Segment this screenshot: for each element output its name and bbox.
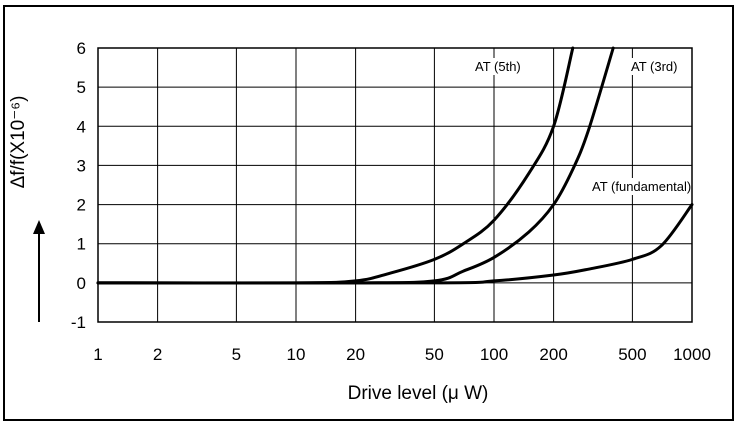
- series-group: [96, 46, 694, 285]
- x-tick-label: 20: [346, 345, 365, 364]
- y-tick-label: -1: [71, 313, 86, 332]
- y-axis-ticks: 6 5 4 3 2 1 0 -1: [71, 39, 86, 332]
- x-tick-label: 1: [93, 345, 102, 364]
- series-labels: AT (5th) AT (3rd) AT (fundamental): [472, 58, 731, 195]
- series-line: [96, 203, 694, 285]
- y-tick-label: 4: [77, 117, 86, 136]
- series-label: AT (5th): [475, 59, 521, 74]
- y-axis-title: Δf/f(X10⁻⁶): [8, 96, 29, 189]
- series-label-background: [589, 178, 731, 195]
- y-tick-label: 3: [77, 156, 86, 175]
- x-axis-ticks: 1 2 5 10 20 50 100 200 500 1000: [93, 345, 711, 364]
- y-tick-label: 0: [77, 274, 86, 293]
- y-tick-label: 6: [77, 39, 86, 58]
- x-axis-title: Drive level (μ W): [348, 383, 489, 404]
- outer-frame: [3, 5, 734, 421]
- x-tick-label: 100: [480, 345, 508, 364]
- y-axis-arrow: [33, 220, 45, 322]
- plot-frame: [97, 47, 693, 323]
- series-label: AT (fundamental): [592, 179, 691, 194]
- x-tick-label: 2: [153, 345, 162, 364]
- x-tick-label: 1000: [673, 345, 711, 364]
- series-label: AT (3rd): [631, 59, 677, 74]
- x-tick-label: 200: [539, 345, 567, 364]
- series-label-background: [628, 58, 698, 75]
- series-label-background: [472, 58, 550, 75]
- y-tick-label: 2: [77, 196, 86, 215]
- y-tick-label: 5: [77, 78, 86, 97]
- x-tick-label: 50: [425, 345, 444, 364]
- x-tick-label: 10: [287, 345, 306, 364]
- x-tick-label: 5: [232, 345, 241, 364]
- y-tick-label: 1: [77, 235, 86, 254]
- x-tick-label: 500: [618, 345, 646, 364]
